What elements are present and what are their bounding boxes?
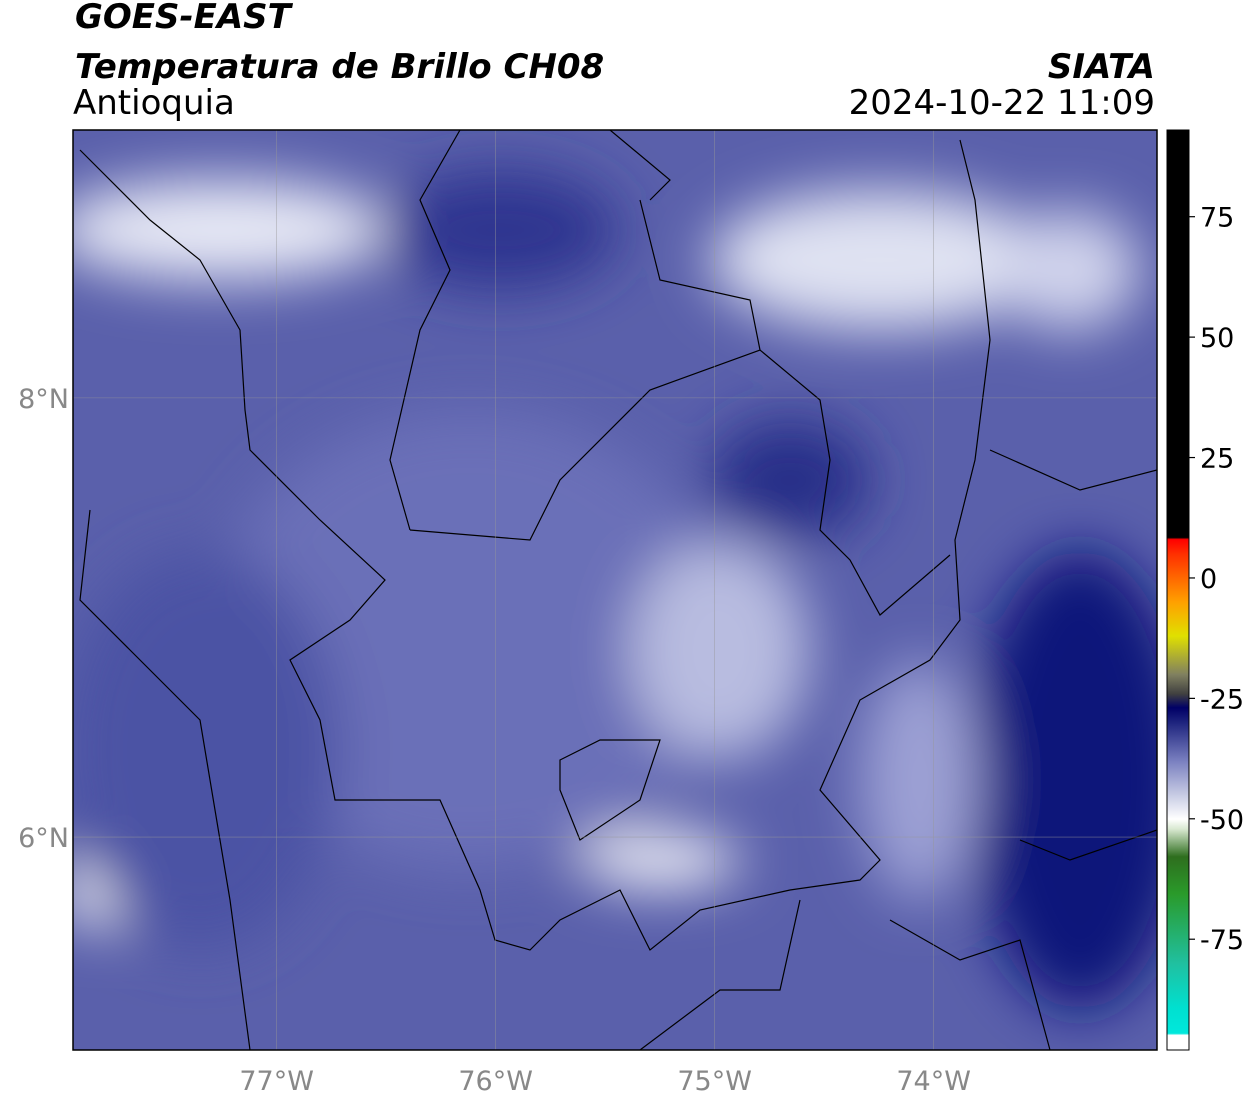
- x-tick-label: 75°W: [677, 1066, 752, 1097]
- graticule: [73, 130, 1157, 1050]
- colorbar-tick-label: 75: [1200, 203, 1234, 234]
- colorbar: [1166, 129, 1190, 1051]
- datetime: 2024-10-22 11:09: [849, 83, 1155, 123]
- colorbar-tick-label: 25: [1200, 444, 1234, 475]
- satellite: GOES-EAST: [75, 0, 294, 37]
- colorbar-tick-label: -75: [1200, 925, 1244, 956]
- map-frame: [72, 129, 1158, 1051]
- colorbar-tick-label: 0: [1200, 564, 1217, 595]
- colorbar-tick-label: 50: [1200, 323, 1234, 354]
- title: Temperatura de Brillo CH08: [75, 47, 604, 87]
- map-image: [73, 130, 1157, 1050]
- region: Antioquia: [73, 83, 235, 123]
- colorbar-tick-label: -50: [1200, 805, 1244, 836]
- x-tick-label: 77°W: [239, 1066, 314, 1097]
- y-tick-label: 6°N: [18, 823, 69, 854]
- colorbar-tick-label: -25: [1200, 684, 1244, 715]
- y-tick-label: 8°N: [18, 384, 69, 415]
- source: SIATA: [1048, 47, 1155, 87]
- x-tick-label: 76°W: [458, 1066, 533, 1097]
- x-tick-label: 74°W: [896, 1066, 971, 1097]
